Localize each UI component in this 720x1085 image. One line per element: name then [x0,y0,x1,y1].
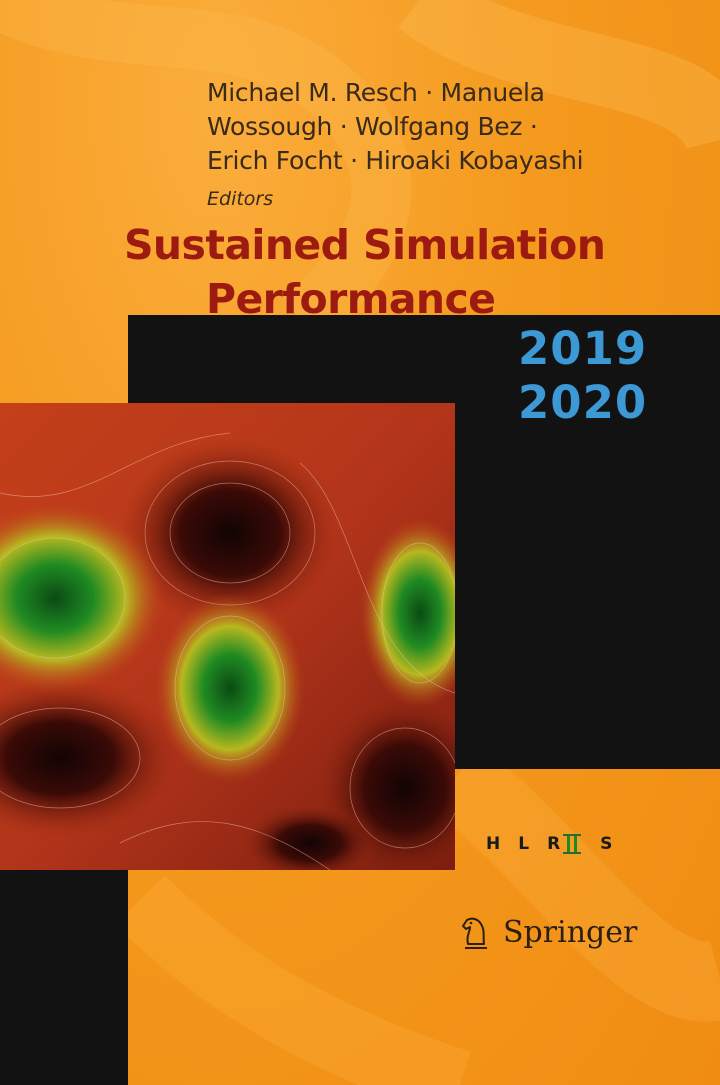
title-line-2: Performance [206,275,496,323]
hlrs-letter-l: L [518,834,530,854]
year-first: 2019 [518,322,648,375]
hlrs-mark: R [547,833,582,855]
hlrs-bars-icon [563,834,582,854]
title-line-1: Sustained Simulation [124,221,606,269]
book-title: Sustained Simulation Performance [124,218,684,326]
hlrs-logo: H L R S [486,833,612,855]
simulation-contour-image [0,403,455,870]
author-line-1: Michael M. Resch · Manuela [207,78,545,107]
editors-label: Editors [207,188,274,210]
editors-list: Michael M. Resch · Manuela Wossough · Wo… [207,76,627,178]
hlrs-letter-r: R [547,834,561,854]
springer-logo: Springer [455,912,637,952]
author-line-3: Erich Focht · Hiroaki Kobayashi [207,146,584,175]
black-strip [0,870,128,1085]
knight-chess-icon [462,917,487,949]
publisher-name: Springer [503,914,638,950]
author-line-2: Wossough · Wolfgang Bez · [207,112,538,141]
year-second: 2020 [518,376,648,429]
hlrs-letter-s: S [600,834,613,854]
hlrs-letter-h: H [486,834,501,854]
